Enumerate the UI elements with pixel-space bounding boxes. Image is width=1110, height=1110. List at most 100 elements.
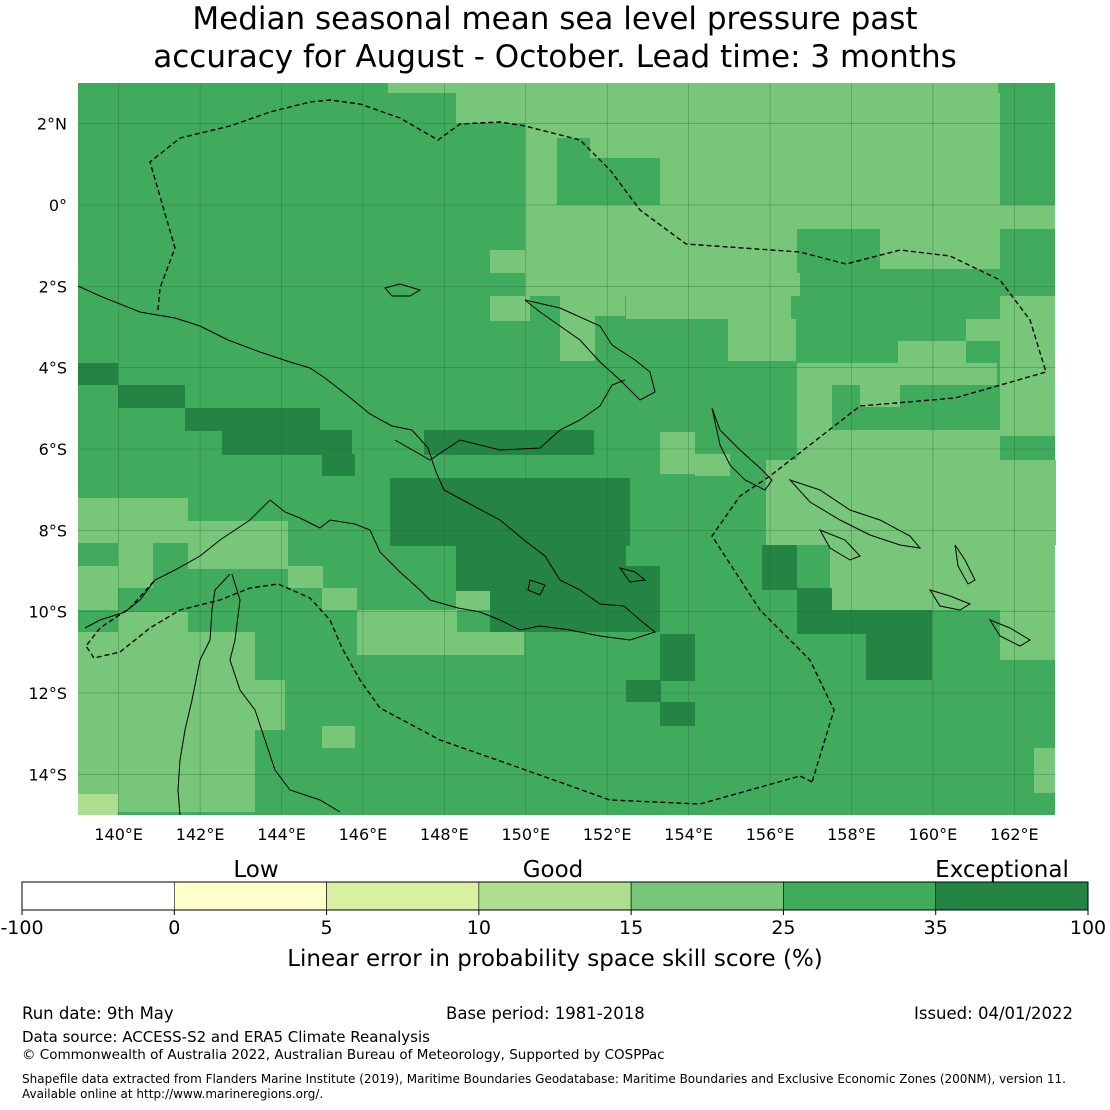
lat-tick-label: 0° [49,196,67,215]
lon-tick-label: 158°E [827,825,876,844]
lat-tick-label: 14°S [28,765,67,784]
run-date: Run date: 9th May [22,1004,174,1023]
skill-cell [660,634,695,681]
dentrecasteaux-coastline [527,579,546,596]
skill-cell [188,521,288,569]
skill-cell [898,341,966,363]
title-line-1: Median seasonal mean sea level pressure … [192,1,918,37]
colorbar-segment [326,881,480,911]
skill-cell [797,430,1000,460]
skill-cell [118,612,188,812]
skill-cell [762,545,797,590]
colorbar-segment [173,881,327,911]
axis-ticks: 140°E 142°E 144°E 146°E 148°E 150°E 152°E 154°E… [28,115,1038,844]
skill-cell [525,229,797,273]
colorbar-tick-label: 25 [771,917,795,939]
bougainville-coastline [711,407,773,491]
category-label: Low [233,857,278,883]
lon-tick-label: 148°E [420,825,469,844]
skill-cell [78,363,118,385]
skill-cell [525,273,800,296]
skill-cell [490,250,525,273]
skill-cell [490,566,660,632]
skill-cell [188,632,255,812]
skill-cell [185,408,320,431]
lat-lon-gridlines [78,83,1055,815]
skill-cell [660,432,695,474]
colorbar-tick-label: 100 [1070,917,1106,939]
colorbar-frame [21,881,1089,911]
guadalcanal-coastline [928,589,972,611]
skill-cell [322,454,355,476]
shapefile-credit-line-1: Shapefile data extracted from Flanders M… [22,1072,1066,1086]
colorbar-tick-label: 35 [924,917,948,939]
shapefile-credit-line-2: Available online at http://www.marinereg… [22,1087,324,1101]
skill-cell [78,498,188,543]
skill-cell [1000,296,1055,436]
lon-tick-label: 162°E [990,825,1039,844]
colorbar-tick-label: 0 [168,917,180,939]
skill-cell [525,138,557,205]
lat-tick-label: 4°S [39,359,67,378]
skill-cell [595,296,625,316]
skill-cell [766,460,1056,545]
category-label: Good [523,857,584,883]
colorbar-axis-label: Linear error in probability space skill … [287,946,823,972]
copyright: © Commonwealth of Australia 2022, Austra… [22,1047,665,1063]
skill-cell [526,590,561,610]
colorbar-tick-label: 5 [321,917,333,939]
skill-cell [660,158,1000,205]
lon-tick-label: 142°E [176,825,225,844]
lon-tick-label: 144°E [257,825,306,844]
lat-tick-label: 2°N [37,115,67,134]
lon-tick-label: 156°E [746,825,795,844]
lat-tick-label: 8°S [39,521,67,540]
colorbar-tick-label: -100 [0,917,43,939]
cape-york-coastline [177,573,231,816]
lon-tick-label: 146°E [339,825,388,844]
skill-cell [797,588,832,612]
skill-cell [880,229,1000,269]
skill-cell [1000,590,1055,660]
colorbar-segment [630,881,784,911]
lon-tick-label: 150°E [501,825,550,844]
colorbar-segment [478,881,632,911]
makira-coastline [988,618,1031,647]
skill-cell [626,680,661,702]
coastlines [77,283,1031,816]
skill-cell [966,319,1000,341]
png-eez-boundary [149,99,1047,783]
skill-cell [456,93,1000,123]
png-australia-boundary [85,579,813,805]
category-label: Exceptional [935,857,1069,883]
louisiade-coastline [618,567,647,583]
colorbar-tick-label: 15 [619,917,643,939]
skill-cell [998,83,1033,93]
skill-cell [118,385,185,408]
cape-york-east-coast [229,573,341,813]
colorbar-segment [783,881,937,911]
north-coast-east [394,379,626,461]
skill-cell [322,726,355,748]
skill-cell [390,478,630,546]
skill-cell [255,680,285,730]
colorbar: -100 0 5 10 15 25 35 100 Low Good Exceptional Linea… [0,857,1106,972]
solomon-islands-coastline [788,478,922,549]
lon-tick-label: 154°E [664,825,713,844]
skill-cell [288,566,323,588]
eez-boundaries [85,99,1047,805]
skill-cell [525,205,1055,229]
skill-cell [322,588,357,610]
map-title: Median seasonal mean sea level pressure … [0,0,1110,76]
colorbar-segment [935,881,1089,911]
issued-date: Issued: 04/01/2022 [914,1004,1074,1023]
skill-cell [357,610,457,655]
lat-tick-label: 2°S [39,277,67,296]
data-source: Data source: ACCESS-S2 and ERA5 Climate … [22,1028,430,1046]
skill-cell [456,588,491,610]
skill-cell [797,610,932,634]
lon-tick-label: 140°E [94,825,143,844]
skill-cell [456,632,524,655]
skill-cell [1033,83,1055,138]
